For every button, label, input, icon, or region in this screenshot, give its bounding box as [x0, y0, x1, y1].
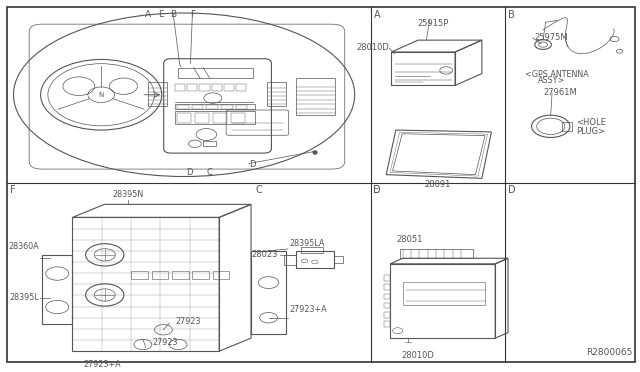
Text: 25975M: 25975M [535, 33, 568, 42]
Bar [212, 272, 229, 279]
Bar [148, 82, 167, 106]
Bar [195, 113, 209, 124]
Bar [399, 249, 473, 258]
Text: C: C [207, 169, 212, 177]
Bar [383, 284, 390, 290]
Text: 25915P: 25915P [417, 19, 449, 28]
Text: 28395LA: 28395LA [289, 239, 324, 248]
Bar [175, 112, 255, 125]
Text: ASSY>: ASSY> [538, 76, 565, 85]
Text: 27923: 27923 [152, 339, 177, 347]
Text: C: C [255, 185, 262, 195]
Bar [211, 84, 221, 91]
Text: <HOLE: <HOLE [576, 118, 606, 127]
Bar [223, 84, 234, 91]
Text: B: B [170, 10, 176, 19]
Bar [390, 264, 495, 338]
Bar [212, 113, 227, 124]
Bar [236, 105, 247, 109]
Bar [207, 105, 218, 109]
Bar [200, 84, 209, 91]
Text: 28010D: 28010D [401, 351, 435, 360]
Bar [172, 272, 189, 279]
Text: F: F [190, 10, 195, 19]
Bar [301, 247, 323, 253]
Bar [192, 105, 204, 109]
Bar [175, 104, 255, 109]
Text: D: D [186, 169, 193, 177]
Bar [383, 294, 390, 299]
Bar [177, 113, 191, 124]
Bar [391, 52, 455, 86]
Text: A: A [374, 10, 380, 20]
Text: 28091: 28091 [424, 180, 451, 189]
Bar [403, 282, 485, 305]
Bar [204, 141, 216, 146]
Text: N: N [99, 92, 104, 98]
Bar [236, 84, 246, 91]
Bar [296, 251, 334, 267]
Bar [383, 275, 390, 280]
Bar [178, 68, 253, 78]
Text: 28010D: 28010D [356, 43, 389, 52]
Text: D: D [249, 160, 255, 169]
Bar [267, 82, 286, 106]
Bar [230, 113, 244, 124]
Bar [177, 105, 189, 109]
Bar [562, 122, 572, 131]
Text: F: F [10, 185, 15, 195]
Text: 27923+A: 27923+A [289, 305, 327, 314]
Bar [131, 272, 148, 279]
Bar [175, 84, 186, 91]
Text: E: E [157, 10, 163, 19]
Bar [383, 321, 390, 327]
Text: D: D [508, 185, 516, 195]
Text: 28395N: 28395N [113, 190, 144, 199]
Text: 28023: 28023 [252, 250, 278, 259]
Text: 28360A: 28360A [8, 242, 38, 251]
Text: <GPS ANTENNA: <GPS ANTENNA [525, 70, 589, 79]
Text: 27923: 27923 [175, 317, 201, 326]
Bar [188, 84, 198, 91]
Text: 27923+A: 27923+A [83, 360, 120, 369]
Text: D: D [374, 185, 381, 195]
Bar [152, 272, 168, 279]
Bar [296, 78, 335, 115]
Text: E: E [374, 185, 380, 195]
Text: B: B [508, 10, 515, 20]
Text: A: A [145, 10, 151, 19]
Bar [334, 256, 344, 263]
Text: 28395L: 28395L [9, 293, 38, 302]
Text: R2800065: R2800065 [586, 349, 632, 357]
Bar [193, 272, 209, 279]
Text: 28051: 28051 [396, 235, 423, 244]
Bar [284, 255, 296, 264]
Bar [383, 303, 390, 308]
Text: 27961M: 27961M [543, 88, 577, 97]
Text: PLUG>: PLUG> [576, 128, 605, 137]
Bar [221, 105, 232, 109]
Bar [383, 312, 390, 318]
